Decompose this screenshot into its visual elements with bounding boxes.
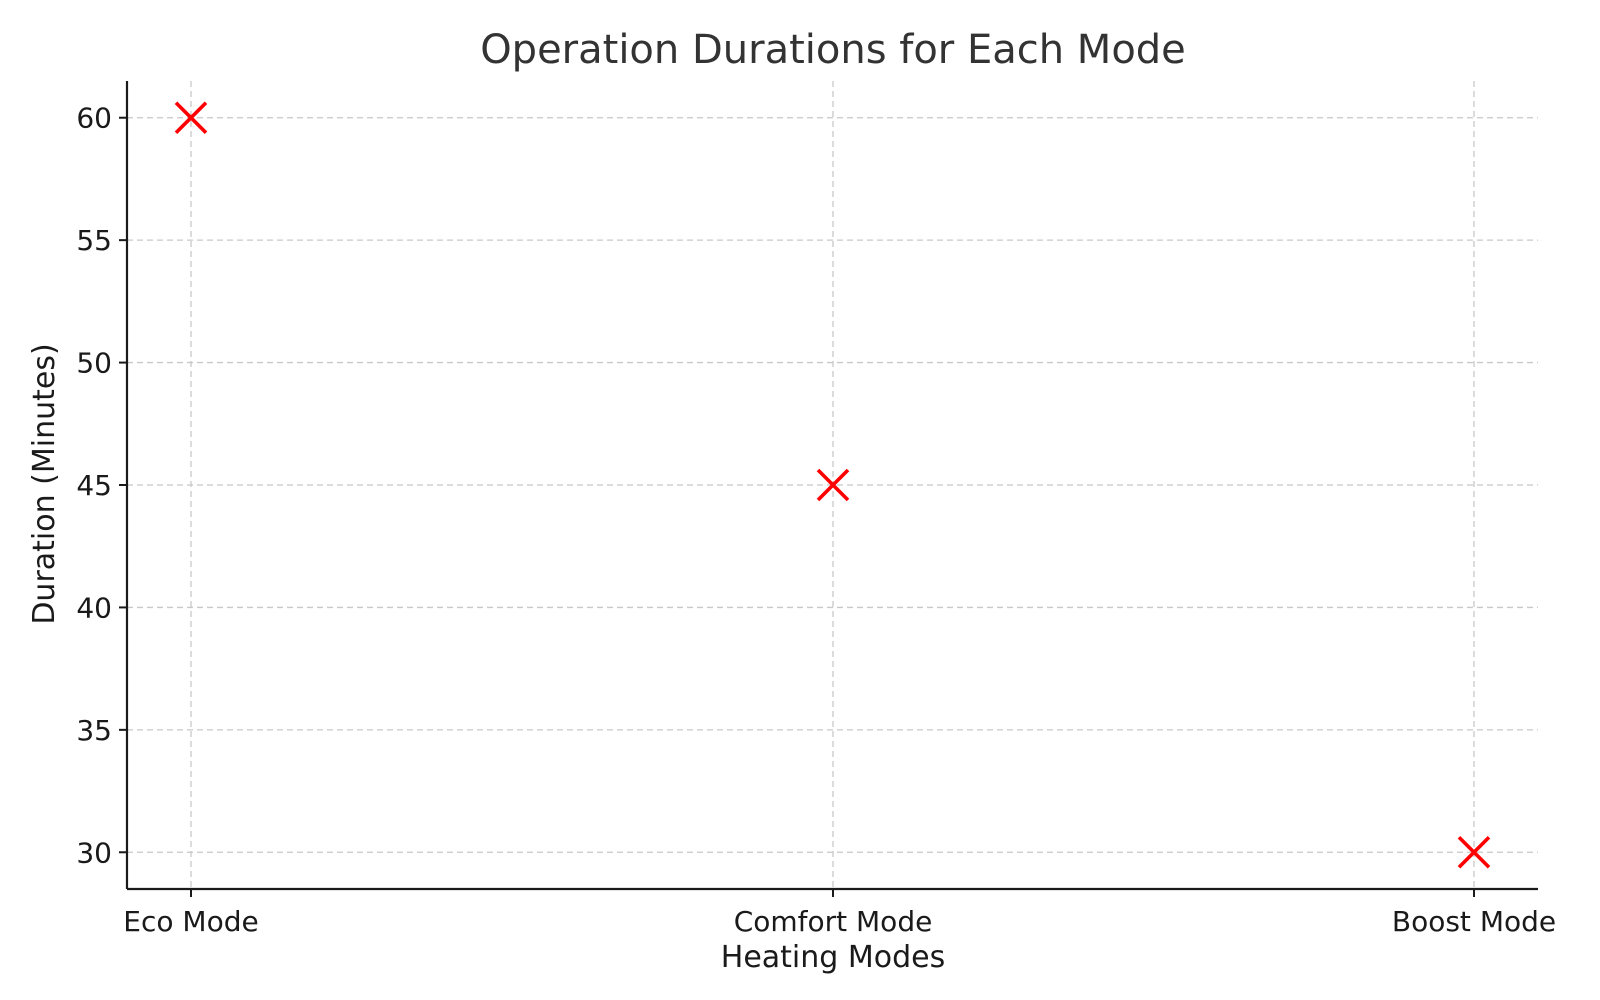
marker-stroke (1457, 835, 1491, 869)
x-axis-ticks: Eco Mode Comfort Mode Boost Mode (123, 889, 1556, 938)
x-tick-label: Comfort Mode (734, 905, 933, 938)
data-points (174, 101, 1491, 869)
y-tick-label: 30 (76, 836, 112, 869)
y-tick-label: 55 (76, 224, 112, 257)
grid-lines (127, 81, 1538, 889)
y-tick-label: 35 (76, 714, 112, 747)
data-point-marker (1457, 835, 1491, 869)
x-tick-label: Eco Mode (123, 905, 258, 938)
y-axis-label: Duration (Minutes) (27, 343, 62, 624)
y-tick-label: 50 (76, 347, 112, 380)
chart-title: Operation Durations for Each Mode (480, 27, 1186, 73)
x-tick-label: Boost Mode (1392, 905, 1556, 938)
y-axis-ticks: 30 35 40 45 50 55 60 (76, 102, 127, 869)
data-point-marker (816, 468, 850, 502)
marker-stroke (816, 468, 850, 502)
y-tick-label: 60 (76, 102, 112, 135)
data-point-marker (174, 101, 208, 135)
x-axis-label: Heating Modes (721, 940, 945, 975)
y-tick-label: 45 (76, 469, 112, 502)
marker-stroke (174, 101, 208, 135)
y-tick-label: 40 (76, 591, 112, 624)
